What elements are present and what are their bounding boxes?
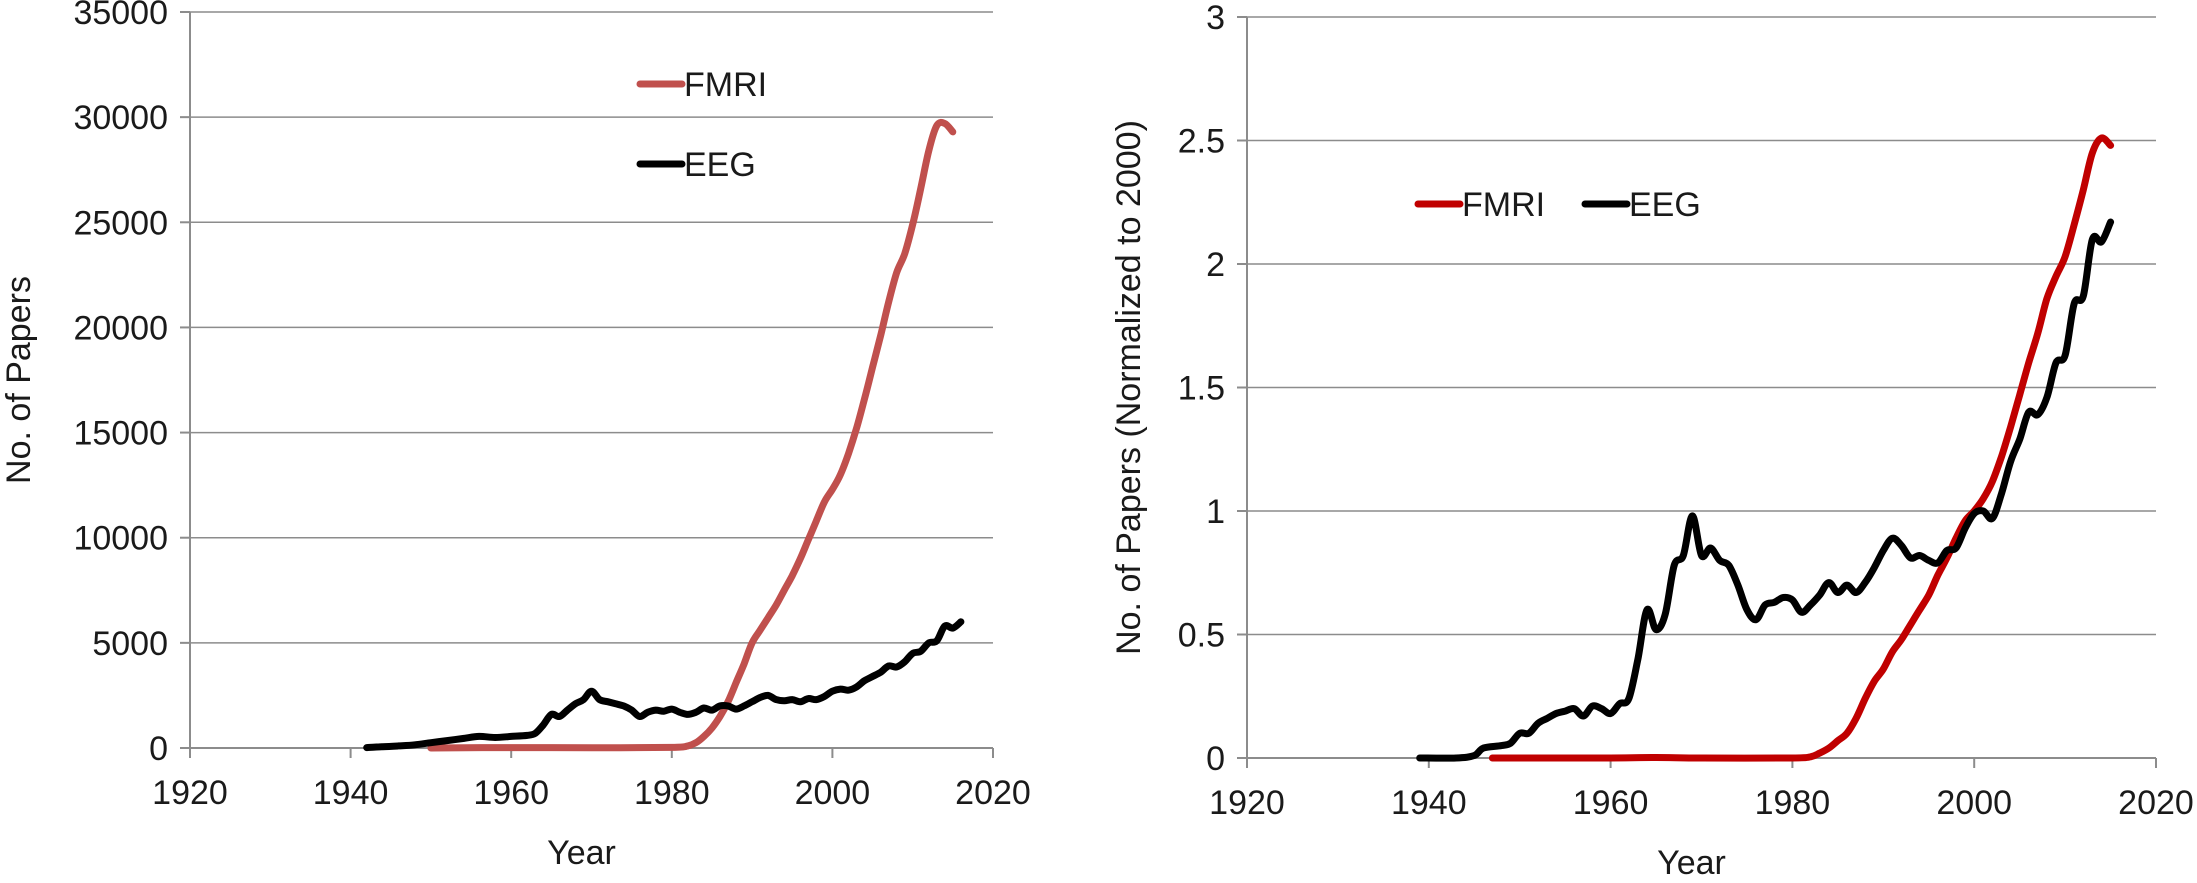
series-line-fmri (1488, 134, 2115, 762)
x-tick-label: 1940 (313, 774, 389, 812)
y-tick-label: 1.5 (1178, 370, 1225, 408)
y-tick-label: 15000 (73, 415, 168, 453)
x-tick-label: 1980 (1755, 784, 1831, 822)
x-tick-label: 1920 (1209, 784, 1285, 822)
y-tick-label: 2.5 (1178, 123, 1225, 161)
right-chart: 0 0.5 1 1.5 2 2.5 3 1920 1940 1960 1980 2000 2020 Yea… (1110, 0, 2194, 882)
y-tick-label: 1 (1206, 493, 1225, 531)
y-tick-label: 5000 (92, 625, 168, 663)
y-tick-label: 0 (149, 730, 168, 768)
x-tick-label: 2020 (955, 774, 1031, 812)
series-line-fmri (427, 118, 957, 752)
y-tick-label: 0.5 (1178, 617, 1225, 655)
y-tick-label: 20000 (73, 309, 168, 347)
y-tick-label: 3 (1206, 0, 1225, 37)
y-tick-label: 30000 (73, 99, 168, 137)
x-tick-label: 1920 (152, 774, 228, 812)
x-tick-label: 1960 (1573, 784, 1649, 822)
x-tick-label: 2000 (1936, 784, 2012, 822)
x-axis-title: Year (547, 834, 616, 872)
legend-label-fmri: FMRI (1462, 186, 1545, 224)
y-axis-title: No. of Papers (0, 276, 38, 484)
x-tick-label: 2020 (2118, 784, 2194, 822)
legend-label-eeg: EEG (684, 146, 756, 184)
y-axis-title: No. of Papers (Normalized to 2000) (1110, 120, 1148, 655)
legend-label-eeg: EEG (1629, 186, 1701, 224)
x-tick-label: 1980 (634, 774, 710, 812)
y-tick-label: 0 (1206, 740, 1225, 778)
y-tick-label: 10000 (73, 520, 168, 558)
y-tick-label: 35000 (73, 0, 168, 32)
y-tick-label: 2 (1206, 246, 1225, 284)
x-tick-label: 1940 (1391, 784, 1467, 822)
left-chart: 0 5000 10000 15000 20000 25000 30000 35000 1920 1… (0, 0, 1031, 872)
legend-label-fmri: FMRI (684, 66, 767, 104)
x-axis-title: Year (1657, 844, 1726, 882)
x-tick-label: 2000 (795, 774, 871, 812)
x-tick-label: 1960 (473, 774, 549, 812)
series-line-eeg (363, 618, 965, 752)
y-tick-label: 25000 (73, 204, 168, 242)
series-line-eeg (1416, 218, 2115, 762)
